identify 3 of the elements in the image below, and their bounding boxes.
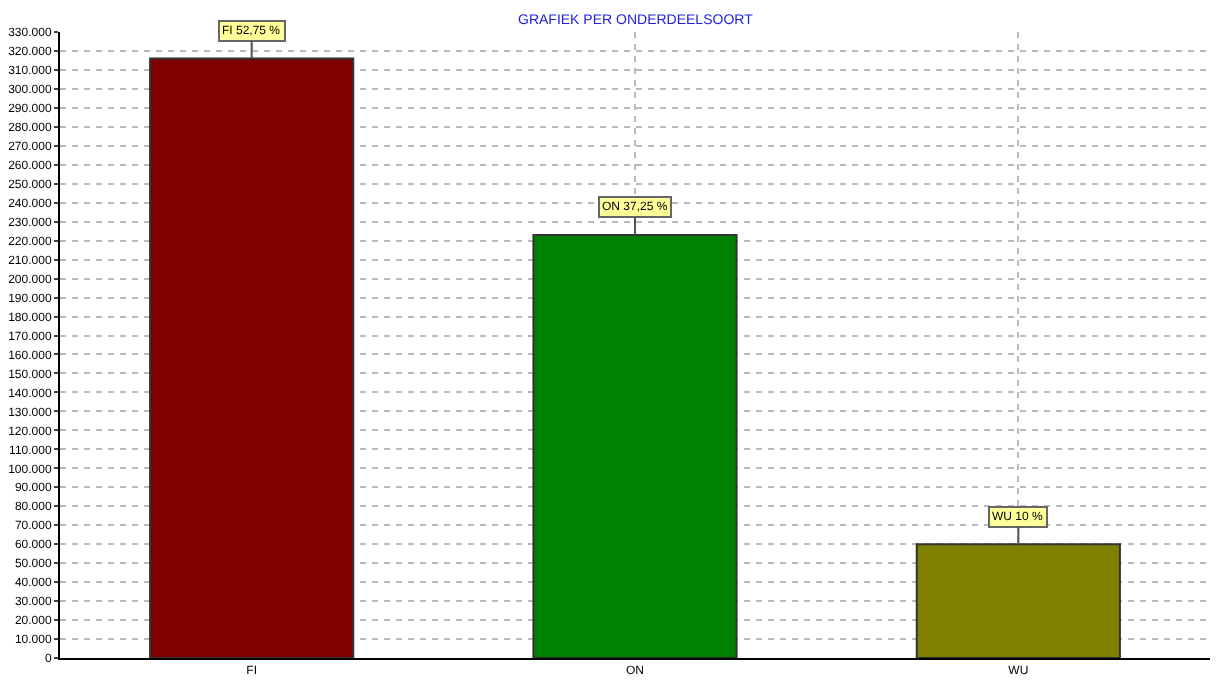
bar	[532, 233, 738, 658]
bar	[149, 57, 355, 658]
bar	[915, 543, 1121, 658]
